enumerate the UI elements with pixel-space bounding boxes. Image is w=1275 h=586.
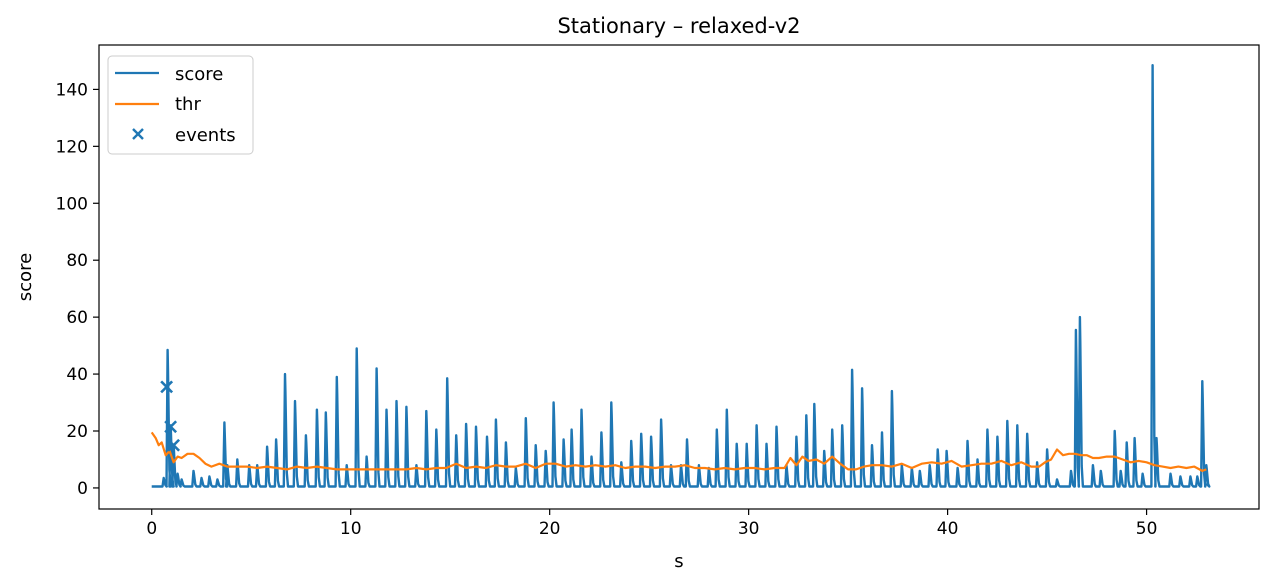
legend-score-label: score bbox=[175, 64, 223, 85]
event-marker-stroke bbox=[164, 420, 178, 434]
plot-area bbox=[150, 64, 1211, 488]
event-marker bbox=[164, 420, 178, 434]
legend-events-label: events bbox=[175, 125, 236, 146]
score-series-line bbox=[151, 64, 1211, 488]
y-axis: 0 20 40 60 80 100 120 140 bbox=[56, 80, 99, 499]
x-tick-label: 10 bbox=[340, 519, 362, 539]
y-tick-label: 60 bbox=[66, 308, 88, 328]
thr-series-line bbox=[150, 431, 1207, 472]
y-tick-label: 40 bbox=[66, 365, 88, 385]
event-marker bbox=[160, 380, 174, 394]
x-tick-label: 40 bbox=[937, 519, 959, 539]
event-marker bbox=[167, 438, 181, 452]
x-tick-label: 0 bbox=[146, 519, 157, 539]
legend: score thr events bbox=[107, 55, 254, 155]
y-tick-label: 120 bbox=[56, 137, 88, 157]
x-tick-label: 30 bbox=[738, 519, 760, 539]
chart-title: Stationary – relaxed-v2 bbox=[557, 14, 800, 38]
y-tick-label: 0 bbox=[77, 479, 88, 499]
y-axis-label: score bbox=[15, 253, 36, 301]
legend-thr-label: thr bbox=[175, 94, 201, 115]
x-tick-label: 50 bbox=[1136, 519, 1158, 539]
x-axis-label: s bbox=[674, 551, 683, 572]
event-marker-stroke bbox=[167, 438, 181, 452]
y-tick-label: 100 bbox=[56, 194, 88, 214]
legend-events-swatch bbox=[132, 128, 144, 140]
y-tick-label: 140 bbox=[56, 80, 88, 100]
event-marker-stroke bbox=[160, 380, 174, 394]
y-tick-label: 80 bbox=[66, 251, 88, 271]
x-axis: 0 10 20 30 40 50 bbox=[146, 509, 1157, 539]
legend-box bbox=[107, 55, 254, 155]
plot-frame bbox=[98, 44, 1260, 510]
y-tick-label: 20 bbox=[66, 422, 88, 442]
x-tick-label: 20 bbox=[539, 519, 561, 539]
